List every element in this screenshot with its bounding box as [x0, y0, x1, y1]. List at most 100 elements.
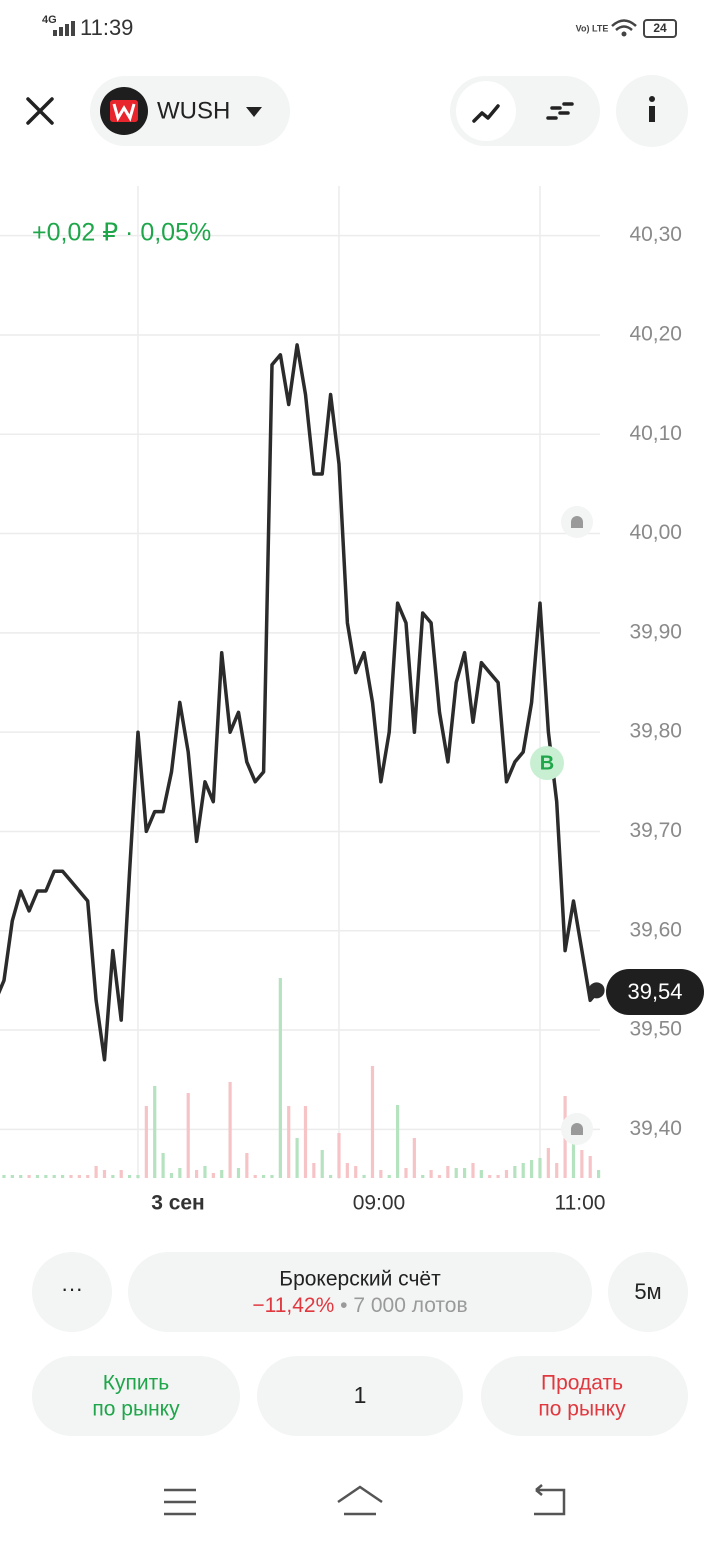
volume-bar — [10, 1175, 14, 1178]
volume-bar — [421, 1175, 425, 1178]
volume-bar — [195, 1170, 199, 1178]
line-icon — [472, 104, 500, 123]
dropdown-arrow — [246, 107, 262, 117]
buy-label: Купить — [103, 1372, 169, 1395]
y-tick-label: 39,80 — [629, 720, 682, 743]
current-price: 39,54 — [627, 979, 682, 1004]
account-title: Брокерский счёт — [279, 1268, 441, 1291]
volume-bar — [27, 1175, 31, 1178]
close-button[interactable] — [26, 97, 54, 125]
volume-bar — [312, 1163, 316, 1178]
volume-bar — [35, 1175, 40, 1178]
quantity: 1 — [354, 1382, 367, 1408]
price-change: +0,02 ₽ · 0,05% — [32, 219, 211, 247]
volume-bar — [471, 1163, 475, 1178]
x-tick-label: 11:00 — [554, 1192, 605, 1215]
volume-bar — [437, 1175, 442, 1178]
volume-bar — [211, 1173, 215, 1178]
volume-bar — [111, 1175, 115, 1178]
volume-bar — [396, 1105, 400, 1178]
wifi-icon — [611, 19, 637, 31]
y-tick-label: 39,50 — [629, 1018, 682, 1041]
price-line — [0, 343, 600, 1062]
volume-bar — [429, 1170, 433, 1178]
account-selector[interactable] — [128, 1252, 592, 1332]
volume-bar — [379, 1170, 383, 1178]
volume-bar — [521, 1163, 525, 1178]
volume-bar — [571, 1123, 576, 1178]
volume-bar — [102, 1170, 107, 1178]
volume-bar — [77, 1175, 81, 1178]
y-tick-label: 40,00 — [629, 521, 682, 544]
volume-bar — [262, 1175, 266, 1178]
volume-bar — [597, 1170, 601, 1178]
trade-marker[interactable] — [530, 746, 564, 780]
volume-bar — [61, 1175, 65, 1178]
candle-mode-button[interactable] — [546, 102, 574, 120]
y-tick-label: 40,30 — [629, 223, 682, 246]
volume-bar — [220, 1170, 224, 1178]
volume-bar — [228, 1082, 232, 1178]
volume-bar — [588, 1156, 592, 1178]
logo-w — [112, 103, 136, 122]
sell-label: Продать — [541, 1372, 623, 1395]
volume-bar — [513, 1166, 517, 1178]
volume-bar — [538, 1158, 542, 1178]
volume-bar — [144, 1106, 148, 1178]
volume-bar — [2, 1175, 6, 1178]
y-tick-label: 39,70 — [629, 819, 682, 842]
quantity-field[interactable] — [257, 1356, 463, 1436]
volume-bar — [370, 1066, 375, 1178]
clock: 11:39 — [80, 15, 133, 40]
signal-icon — [53, 21, 75, 36]
volume-bar — [320, 1150, 324, 1178]
info-dot — [649, 96, 655, 102]
volume-bar — [354, 1166, 358, 1178]
volume-bar — [412, 1138, 416, 1178]
volume-bar — [52, 1175, 56, 1178]
battery — [643, 19, 677, 38]
volume-bar — [454, 1168, 458, 1178]
menu-label: ··· — [61, 1276, 83, 1301]
volume-bar — [580, 1150, 584, 1178]
account-return: −11,42% — [252, 1294, 334, 1317]
menu-button[interactable] — [32, 1252, 112, 1332]
volume-bar — [161, 1153, 165, 1178]
nav-menu[interactable] — [164, 1488, 196, 1516]
wifi-dot — [621, 31, 627, 37]
x-tick-label: 09:00 — [353, 1192, 406, 1215]
y-tick-label: 39,90 — [629, 620, 682, 643]
last-point — [588, 982, 605, 999]
volume-bar — [362, 1175, 366, 1178]
volume-bar — [44, 1175, 48, 1178]
volume-bar — [530, 1160, 534, 1178]
nav-back[interactable] — [534, 1484, 566, 1516]
volume-bar — [345, 1163, 349, 1178]
volume-bar — [496, 1175, 500, 1178]
volume-bar — [245, 1153, 249, 1178]
line-mode-button[interactable] — [456, 81, 516, 141]
volume-bar — [287, 1106, 291, 1178]
volume-bar — [203, 1166, 207, 1178]
volume-bar — [119, 1170, 123, 1178]
volume-bar — [86, 1175, 90, 1178]
sell-button[interactable] — [481, 1356, 688, 1436]
volte: Vo) LTE — [576, 23, 609, 33]
interval-label: 5м — [634, 1279, 661, 1304]
volume-bar — [295, 1138, 299, 1178]
volume-bar — [270, 1175, 274, 1178]
volume-bar — [303, 1106, 308, 1178]
y-tick-label: 40,10 — [629, 422, 682, 445]
interval-button[interactable] — [608, 1252, 688, 1332]
volume-bar — [387, 1175, 391, 1178]
trade-marker-label: B — [540, 752, 554, 774]
volume-bar — [404, 1168, 408, 1178]
buy-button[interactable] — [32, 1356, 240, 1436]
bell-icon — [571, 1123, 583, 1135]
volume-bar — [546, 1148, 550, 1178]
volume-bar — [337, 1133, 341, 1178]
nav-home[interactable] — [337, 1485, 383, 1516]
volume-bar — [94, 1166, 98, 1178]
